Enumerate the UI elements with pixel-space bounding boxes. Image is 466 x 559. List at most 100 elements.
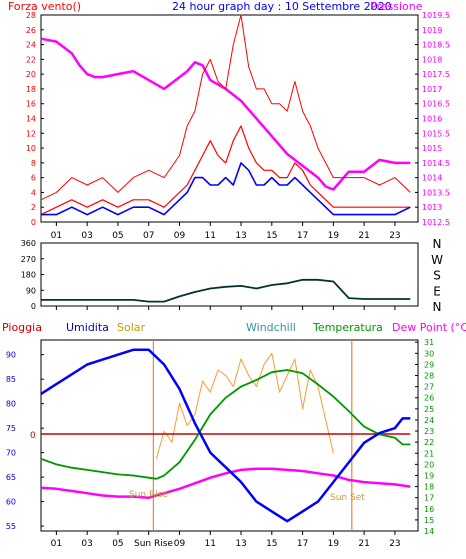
temp-y-tick-label: 18: [424, 483, 434, 492]
temp-y-tick-label: 15: [424, 516, 434, 525]
pressure-y-tick-label: 1013.5: [422, 188, 450, 197]
pressure-y-tick-label: 1018.5: [422, 41, 450, 50]
direction-y-tick-label: 360: [21, 239, 36, 248]
wind-y-tick-label: 16: [26, 100, 36, 109]
temp-y-tick-label: 16: [424, 505, 434, 514]
x-tick-label: 07: [143, 231, 154, 241]
pressure-y-tick-label: 1015: [422, 144, 442, 153]
temp-y-tick-label: 28: [424, 372, 434, 381]
x-tick-label: 17: [297, 231, 308, 241]
rain-legend-label: Pioggia: [2, 321, 42, 334]
x-tick-label: 19: [328, 231, 340, 241]
humidity-y-tick-label: 80: [6, 400, 16, 409]
humidity-y-tick-label: 75: [6, 424, 16, 433]
x-tick-label: 21: [358, 231, 369, 241]
pressure-y-tick-label: 1019: [422, 26, 442, 35]
temp-y-tick-label: 25: [424, 405, 434, 414]
pressure-axis-label: Pressione: [370, 0, 423, 13]
wind-y-tick-label: 24: [26, 41, 36, 50]
direction-y-tick-label: 180: [21, 271, 36, 280]
x-tick-label: 23: [389, 539, 400, 549]
temp-y-tick-label: 20: [424, 460, 434, 469]
wind-y-tick-label: 28: [26, 11, 36, 20]
temp-humidity-panel: 55 60 65 70 75 80 85 90 14 15 16 17 18 19 20 21 22 23 24 25…: [6, 338, 434, 549]
temp-y-tick-label: 21: [424, 449, 434, 458]
series-dew-point-line: [40, 467, 411, 499]
series-vento-medio-line: [41, 162, 411, 216]
compass-label: N: [433, 300, 442, 314]
wind-y-tick-label: 6: [31, 174, 36, 183]
x-tick-label: 03: [81, 231, 92, 241]
direction-y-tick-label: 270: [21, 255, 36, 264]
x-tick-label: 11: [205, 539, 216, 549]
pressure-y-tick-label: 1015.5: [422, 129, 450, 138]
temp-y-tick-label: 27: [424, 383, 434, 392]
pressure-y-tick-label: 1014.5: [422, 159, 450, 168]
humidity-legend-label: Umidita: [66, 321, 109, 334]
series-direction-line: [41, 278, 411, 303]
temp-y-tick-label: 23: [424, 427, 434, 436]
series-windchill-line: [40, 369, 411, 480]
direction-y-tick-label: 0: [31, 302, 36, 311]
temp-y-tick-label: 31: [424, 338, 434, 347]
wind-y-tick-label: 22: [26, 55, 36, 64]
rain-zero-label: 0: [30, 431, 36, 441]
humidity-y-tick-label: 65: [6, 473, 16, 482]
sunrise-label: Sun Rise: [129, 490, 168, 500]
pressure-y-tick-label: 1012.5: [422, 218, 450, 227]
wind-y-tick-label: 8: [31, 159, 36, 168]
compass-label: N: [433, 237, 442, 251]
wind-y-tick-label: 14: [26, 115, 36, 124]
x-tick-label: 13: [235, 539, 246, 549]
temp-y-tick-label: 26: [424, 394, 434, 403]
temperature-legend-label: Temperatura: [312, 321, 383, 334]
wind-y-tick-label: 2: [31, 203, 36, 212]
sunrise-axis-label: Sun Rise: [134, 539, 173, 549]
pressure-y-tick-label: 1019.5: [422, 11, 450, 20]
humidity-y-tick-label: 85: [6, 375, 16, 384]
humidity-y-tick-label: 55: [6, 522, 16, 531]
x-tick-label: 17: [297, 539, 308, 549]
temp-y-tick-label: 24: [424, 416, 434, 425]
temp-y-tick-label: 19: [424, 471, 434, 480]
temp-y-tick-label: 30: [424, 349, 434, 358]
compass-label: S: [433, 269, 441, 283]
dewpoint-legend-label: Dew Point (°C): [392, 321, 466, 334]
wind-y-tick-label: 20: [26, 70, 36, 79]
pressure-y-tick-label: 1018: [422, 55, 442, 64]
humidity-y-tick-label: 90: [6, 351, 16, 360]
x-tick-label: 01: [51, 539, 62, 549]
temp-y-tick-label: 17: [424, 494, 434, 503]
compass-label: W: [431, 253, 443, 267]
x-tick-label: 03: [81, 539, 92, 549]
x-tick-label: 23: [389, 231, 400, 241]
x-tick-label: 15: [266, 539, 277, 549]
x-tick-label: 09: [174, 231, 186, 241]
temp-y-tick-label: 29: [424, 360, 434, 369]
temp-plot-frame: [40, 339, 419, 532]
compass-label: E: [433, 284, 441, 298]
humidity-y-tick-label: 70: [6, 449, 16, 458]
sunset-label: Sun Set: [330, 493, 365, 503]
windchill-legend-label: Windchill: [246, 321, 296, 334]
series-vento-line: [40, 125, 411, 216]
x-tick-label: 11: [205, 231, 216, 241]
wind-y-tick-label: 18: [26, 85, 36, 94]
solar-legend-label: Solar: [117, 321, 146, 334]
x-tick-label: 05: [112, 539, 123, 549]
pressure-y-tick-label: 1017: [422, 85, 442, 94]
wind-y-tick-label: 4: [31, 188, 36, 197]
series-raffica-line: [40, 14, 411, 201]
x-tick-label: 05: [112, 231, 123, 241]
x-tick-label: 09: [174, 539, 186, 549]
direction-plot-frame: [40, 242, 419, 307]
wind-axis-label: Forza vento(): [8, 0, 81, 13]
temp-y-tick-label: 14: [424, 527, 434, 536]
series-temperatura-line: [40, 369, 411, 480]
pressure-y-tick-label: 1017.5: [422, 70, 450, 79]
series-solar-line: [155, 352, 334, 459]
x-tick-label: 15: [266, 231, 277, 241]
